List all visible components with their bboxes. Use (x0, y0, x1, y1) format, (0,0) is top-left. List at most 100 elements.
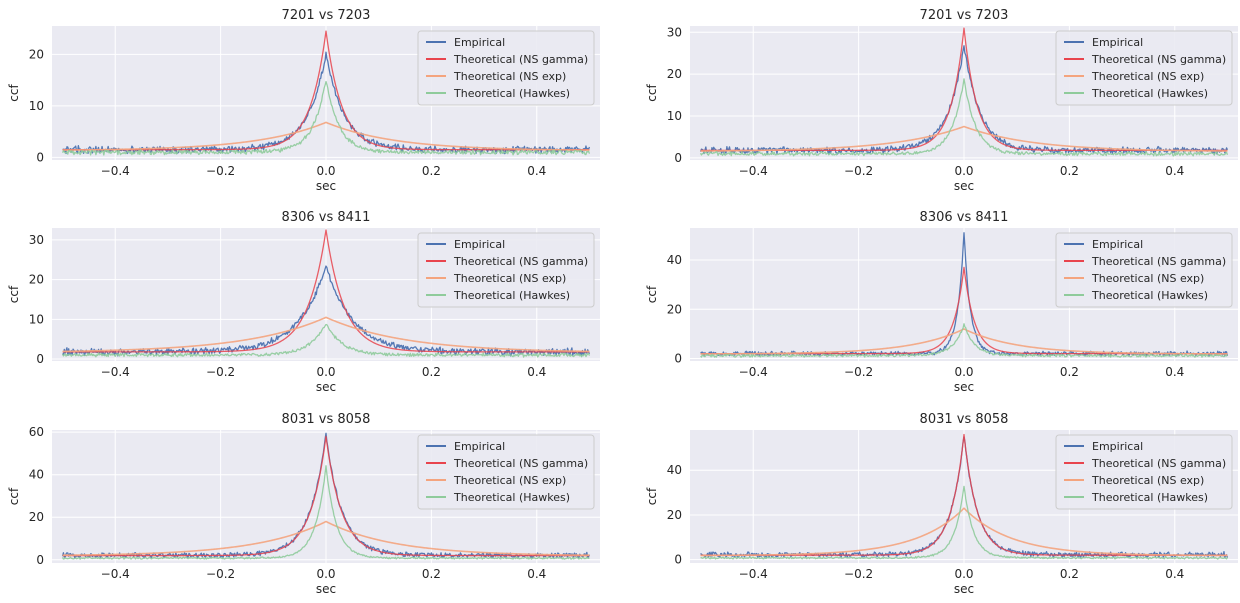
subplot-5: −0.4 −0.2 0.0 0.2 0.4 0 20 40 60 8031 vs 8058 sec c… (7, 412, 600, 596)
y-tick-label: 0 (674, 151, 682, 165)
y-tick-label: 40 (29, 468, 44, 482)
series-line-theoretical-ns-gamma (62, 435, 590, 557)
x-tick-label: −0.2 (206, 567, 235, 581)
y-tick-label: 40 (667, 253, 682, 267)
series-line-empirical (61, 432, 591, 559)
x-tick-label: 0.2 (1060, 567, 1079, 581)
legend-label: Theoretical (Hawkes) (1091, 289, 1208, 302)
subplot-title: 8306 vs 8411 (282, 210, 371, 225)
y-tick-label: 40 (667, 463, 682, 477)
x-tick-label: −0.2 (206, 365, 235, 379)
subplot-1: −0.4 −0.2 0.0 0.2 0.4 0 10 20 7201 vs 7203 sec ccf… (7, 8, 600, 193)
x-tick-label: −0.4 (101, 164, 130, 178)
y-axis-label: ccf (7, 487, 21, 505)
legend-label: Empirical (1092, 238, 1143, 251)
y-axis-label: ccf (645, 285, 659, 303)
subplot-title: 8306 vs 8411 (920, 210, 1009, 225)
legend-label: Theoretical (NS gamma) (1091, 457, 1226, 470)
x-tick-label: −0.4 (739, 365, 768, 379)
legend-label: Theoretical (NS exp) (453, 474, 566, 487)
y-tick-label: 20 (29, 510, 44, 524)
x-axis-label: sec (316, 380, 336, 394)
y-tick-label: 20 (667, 302, 682, 316)
series-line-theoretical-ns-exp (700, 328, 1228, 355)
y-tick-label: 30 (29, 233, 44, 247)
y-axis-label: ccf (7, 84, 21, 102)
x-tick-label: 0.0 (316, 365, 335, 379)
x-tick-label: 0.2 (422, 365, 441, 379)
series-line-theoretical-hawkes (700, 485, 1229, 560)
legend-label: Theoretical (Hawkes) (453, 289, 570, 302)
legend-label: Theoretical (NS exp) (453, 70, 566, 83)
x-tick-label: −0.2 (844, 164, 873, 178)
legend-box (1055, 232, 1233, 308)
legend-box (1055, 434, 1233, 510)
x-axis-label: sec (954, 179, 974, 193)
x-tick-label: −0.4 (101, 365, 130, 379)
x-axis-label: sec (954, 380, 974, 394)
x-tick-label: 0.4 (1165, 164, 1184, 178)
legend-label: Theoretical (NS exp) (453, 272, 566, 285)
legend-label: Empirical (1092, 36, 1143, 49)
y-tick-label: 0 (36, 553, 44, 567)
y-axis-label: ccf (645, 487, 659, 505)
y-tick-label: 0 (674, 553, 682, 567)
y-tick-label: 20 (29, 47, 44, 61)
series-line-theoretical-hawkes (700, 323, 1228, 358)
legend-label: Theoretical (Hawkes) (453, 491, 570, 504)
x-axis-label: sec (954, 582, 974, 596)
legend: Empirical Theoretical (NS gamma) Theoretic… (417, 232, 595, 308)
y-tick-label: 30 (667, 25, 682, 39)
subplot-3: −0.4 −0.2 0.0 0.2 0.4 0 10 20 30 8306 vs 8411 sec c… (7, 210, 600, 394)
series-line-theoretical-hawkes (61, 323, 591, 358)
x-tick-label: 0.2 (1060, 164, 1079, 178)
series-line-theoretical-hawkes (699, 78, 1229, 157)
legend-label: Empirical (454, 36, 505, 49)
legend-box (417, 434, 595, 510)
legend: Empirical Theoretical (NS gamma) Theoretic… (1055, 30, 1233, 106)
legend-label: Theoretical (NS exp) (1091, 474, 1204, 487)
legend-label: Theoretical (NS gamma) (1091, 53, 1226, 66)
x-tick-label: 0.2 (1060, 365, 1079, 379)
series-line-theoretical-ns-exp (62, 121, 590, 151)
y-tick-label: 10 (29, 312, 44, 326)
x-tick-label: −0.4 (739, 567, 768, 581)
subplot-title: 8031 vs 8058 (920, 412, 1009, 427)
y-tick-label: 20 (29, 273, 44, 287)
legend: Empirical Theoretical (NS gamma) Theoretic… (1055, 434, 1233, 510)
x-tick-label: 0.0 (316, 164, 335, 178)
x-tick-label: 0.4 (527, 365, 546, 379)
legend-label: Theoretical (NS gamma) (453, 255, 588, 268)
y-tick-label: 0 (36, 150, 44, 164)
y-tick-label: 10 (29, 99, 44, 113)
x-tick-label: 0.0 (954, 567, 973, 581)
legend-label: Theoretical (Hawkes) (1091, 87, 1208, 100)
x-tick-label: −0.2 (844, 567, 873, 581)
subplot-title: 7201 vs 7203 (282, 8, 371, 23)
legend-label: Theoretical (NS exp) (1091, 70, 1204, 83)
y-axis-label: ccf (7, 285, 21, 303)
subplot-4: −0.4 −0.2 0.0 0.2 0.4 0 20 40 8306 vs 8411 sec ccf… (645, 210, 1238, 394)
series-line-theoretical-ns-gamma (62, 229, 590, 353)
series-line-theoretical-ns-exp (700, 507, 1228, 557)
series-line-theoretical-hawkes (61, 465, 590, 560)
series-line-theoretical-hawkes (61, 80, 591, 156)
subplot-6: −0.4 −0.2 0.0 0.2 0.4 0 20 40 8031 vs 8058 sec ccf… (645, 412, 1238, 596)
y-tick-label: 60 (29, 425, 44, 439)
legend-box (417, 232, 595, 308)
legend-label: Theoretical (NS gamma) (453, 53, 588, 66)
x-tick-label: 0.4 (527, 164, 546, 178)
legend-box (417, 30, 595, 106)
x-axis-label: sec (316, 179, 336, 193)
legend: Empirical Theoretical (NS gamma) Theoretic… (1055, 232, 1233, 308)
x-tick-label: −0.4 (739, 164, 768, 178)
x-tick-label: 0.0 (954, 164, 973, 178)
legend-label: Theoretical (NS gamma) (1091, 255, 1226, 268)
x-tick-label: −0.2 (844, 365, 873, 379)
x-tick-label: −0.2 (206, 164, 235, 178)
legend-label: Empirical (454, 440, 505, 453)
y-tick-label: 20 (667, 67, 682, 81)
legend: Empirical Theoretical (NS gamma) Theoretic… (417, 30, 595, 106)
series-line-theoretical-ns-exp (62, 520, 590, 557)
